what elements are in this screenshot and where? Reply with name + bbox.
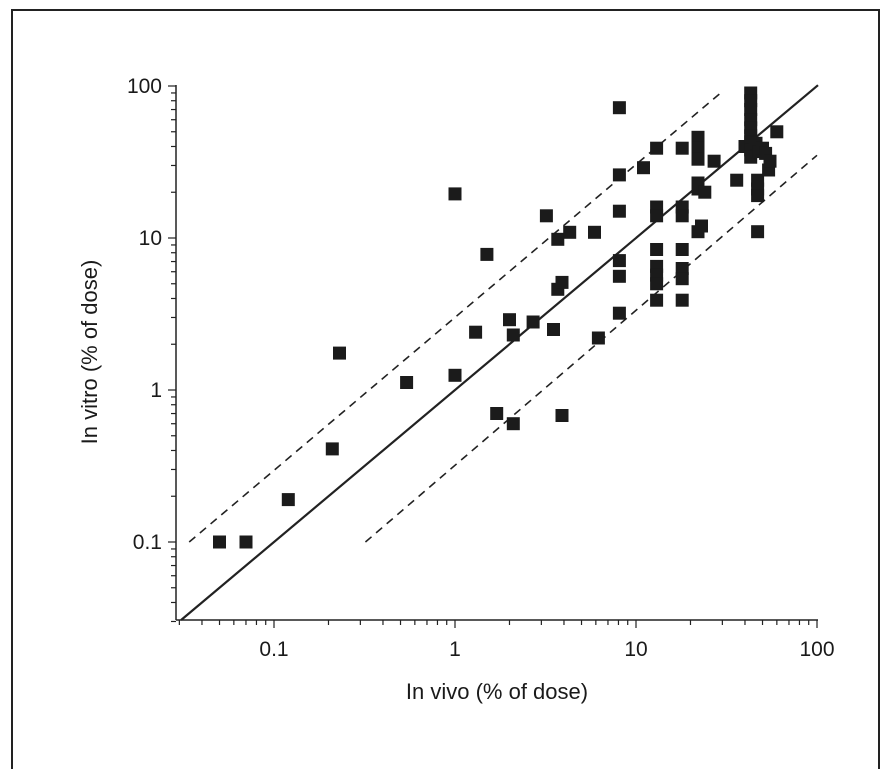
data-point bbox=[698, 185, 712, 199]
data-point bbox=[675, 272, 689, 286]
data-point bbox=[281, 493, 295, 507]
data-point bbox=[637, 161, 650, 175]
data-point bbox=[650, 277, 664, 291]
data-point bbox=[650, 243, 664, 256]
data-point bbox=[239, 535, 253, 549]
data-point bbox=[555, 409, 569, 422]
x-axis-title: In vivo (% of dose) bbox=[406, 679, 588, 704]
data-point bbox=[448, 368, 462, 382]
data-point bbox=[744, 103, 758, 116]
data-point bbox=[612, 269, 626, 283]
y-ticks bbox=[168, 85, 176, 623]
data-point bbox=[691, 130, 705, 144]
data-point bbox=[751, 189, 765, 203]
y-axis-title: In vitro (% of dose) bbox=[77, 260, 102, 445]
data-point bbox=[675, 141, 689, 155]
x-tick-label: 10 bbox=[624, 638, 647, 661]
data-point bbox=[555, 275, 569, 289]
data-point bbox=[691, 141, 705, 155]
data-point bbox=[612, 306, 626, 320]
data-point bbox=[539, 209, 553, 223]
data-point bbox=[612, 101, 626, 115]
data-point bbox=[213, 535, 226, 549]
data-point bbox=[503, 313, 516, 327]
bound-line-1 bbox=[188, 90, 723, 543]
data-point bbox=[506, 328, 520, 342]
data-point bbox=[751, 225, 765, 239]
x-tick-labels: 0.1 1 10 100 bbox=[259, 638, 834, 661]
data-point bbox=[325, 442, 339, 456]
data-point bbox=[612, 168, 626, 182]
data-point bbox=[469, 325, 483, 339]
x-tick-label: 100 bbox=[799, 638, 834, 661]
y-tick-label: 0.1 bbox=[133, 531, 162, 554]
data-point bbox=[563, 225, 577, 239]
data-point bbox=[448, 187, 462, 201]
data-point bbox=[333, 346, 346, 360]
figure-frame bbox=[11, 9, 880, 769]
data-point bbox=[490, 407, 504, 420]
data-point bbox=[695, 219, 708, 233]
data-point bbox=[526, 315, 540, 329]
x-tick-label: 1 bbox=[449, 638, 461, 661]
reference-lines bbox=[180, 84, 819, 621]
data-point bbox=[588, 225, 601, 239]
data-point bbox=[763, 154, 777, 168]
data-point bbox=[551, 232, 565, 246]
data-point bbox=[612, 204, 626, 218]
data-point bbox=[707, 154, 721, 168]
y-tick-label: 10 bbox=[139, 227, 162, 250]
data-point bbox=[506, 417, 520, 431]
data-point bbox=[591, 331, 605, 345]
y-tick-label: 1 bbox=[150, 379, 162, 402]
x-ticks bbox=[178, 620, 818, 628]
data-point bbox=[650, 293, 664, 307]
y-tick-labels: 0.1 1 10 100 bbox=[127, 75, 162, 554]
data-point bbox=[547, 323, 560, 336]
data-point bbox=[770, 125, 784, 139]
data-point bbox=[675, 293, 689, 307]
x-tick-label: 0.1 bbox=[259, 638, 288, 661]
data-point bbox=[691, 152, 705, 166]
data-point bbox=[480, 247, 494, 261]
data-point bbox=[675, 209, 689, 223]
axes: 0.1 1 10 100 0.1 1 10 100 bbox=[127, 75, 835, 661]
data-point bbox=[612, 254, 626, 268]
y-tick-label: 100 bbox=[127, 75, 162, 98]
identity-line bbox=[180, 84, 819, 621]
bound-line-2 bbox=[364, 154, 818, 543]
data-point bbox=[675, 262, 689, 275]
data-point bbox=[650, 209, 664, 223]
data-point bbox=[730, 173, 744, 187]
data-point bbox=[400, 376, 414, 389]
data-point bbox=[650, 141, 664, 155]
data-point bbox=[675, 243, 689, 256]
data-points bbox=[213, 86, 784, 549]
